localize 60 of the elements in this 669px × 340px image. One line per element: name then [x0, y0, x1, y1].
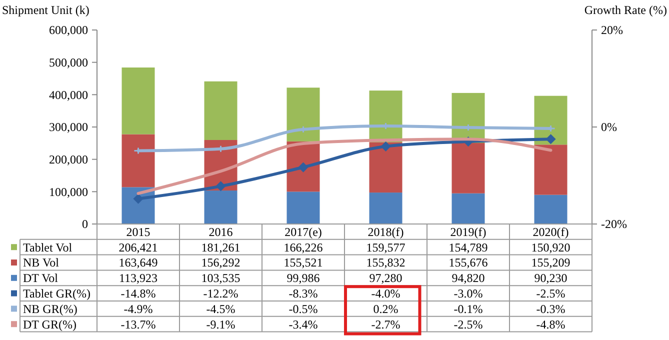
data-label: -12.2% [203, 286, 238, 300]
data-label: 97,280 [369, 271, 402, 286]
x-tick-label: 2015 [126, 224, 150, 239]
x-tick-label: 2020(f) [532, 224, 569, 239]
legend-label: Tablet Vol [23, 240, 73, 254]
data-label: 155,209 [531, 256, 570, 270]
data-label: 99,986 [286, 271, 320, 286]
data-label: 155,521 [284, 256, 323, 270]
data-label: -2.5% [454, 317, 483, 332]
data-label: 103,535 [201, 271, 240, 286]
legend-label: DT GR(%) [23, 317, 76, 332]
y-tick-label: 0 [82, 217, 88, 232]
data-label: 113,923 [118, 271, 158, 286]
x-tick-label: 2019(f) [450, 224, 486, 239]
data-label: -4.0% [371, 286, 400, 300]
data-label: 94,820 [452, 271, 485, 286]
data-label: 0.2% [373, 302, 398, 316]
data-label: 156,292 [201, 256, 240, 270]
data-label: 155,676 [448, 256, 488, 270]
y-tick-label: 600,000 [49, 23, 88, 38]
data-label: 166,226 [284, 240, 323, 254]
legend-label: DT Vol [23, 271, 59, 286]
data-label: 163,649 [118, 256, 158, 270]
data-label: -9.1% [206, 317, 236, 332]
data-label: 206,421 [118, 240, 158, 254]
legend-label: NB GR(%) [23, 302, 78, 316]
y2-tick-label: 20% [601, 23, 623, 38]
y-tick-label: 500,000 [49, 56, 88, 70]
x-tick-label: 2017(e) [284, 224, 322, 239]
y-tick-label: 100,000 [49, 184, 88, 199]
y-tick-label: 200,000 [49, 152, 88, 167]
data-label: -0.3% [536, 302, 566, 316]
x-tick-label: 2018(f) [368, 224, 404, 239]
data-label: -4.9% [124, 302, 153, 316]
data-label: -2.7% [371, 317, 400, 332]
y2-tick-label: -20% [601, 217, 627, 232]
data-label: -2.5% [536, 286, 566, 300]
y-tick-label: 300,000 [49, 120, 88, 134]
data-label: -0.1% [454, 302, 483, 316]
y2-axis-title: Growth Rate (%) [584, 3, 668, 17]
data-label: -3.4% [288, 317, 318, 332]
legend-label: NB Vol [23, 256, 60, 270]
x-tick-label: 2016 [208, 224, 233, 239]
y-axis-title: Shipment Unit (k) [2, 3, 90, 17]
data-label: -8.3% [288, 286, 318, 300]
data-label: -4.5% [206, 302, 236, 316]
data-label: -13.7% [120, 317, 156, 332]
data-label: -14.8% [120, 286, 156, 300]
data-label: 155,832 [366, 256, 406, 270]
data-label: -3.0% [454, 286, 483, 300]
data-label: 150,920 [531, 240, 570, 254]
legend-label: Tablet GR(%) [23, 286, 90, 300]
y2-tick-label: 0% [601, 120, 617, 134]
data-label: -0.5% [288, 302, 318, 316]
data-label: 154,789 [448, 240, 488, 254]
data-label: 159,577 [366, 240, 406, 254]
data-label: 90,230 [534, 271, 568, 286]
y-tick-label: 400,000 [49, 88, 88, 102]
data-label: -4.8% [536, 317, 566, 332]
data-label: 181,261 [201, 240, 240, 254]
